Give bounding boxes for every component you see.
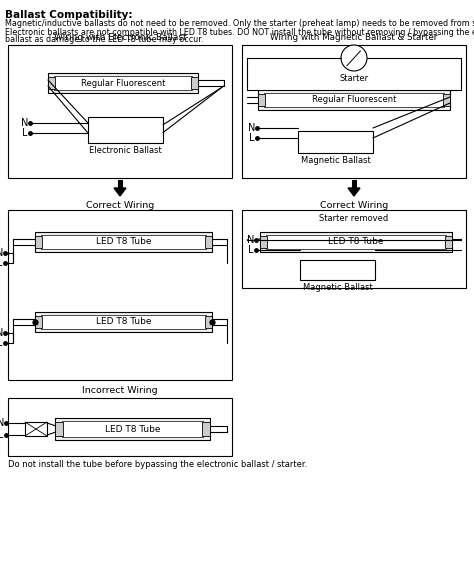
- Bar: [205, 236, 212, 248]
- Text: Starter removed: Starter removed: [319, 214, 389, 223]
- Bar: [35, 316, 42, 328]
- Bar: [88, 117, 163, 143]
- Polygon shape: [114, 188, 126, 196]
- Text: Electronic ballasts are not compatible with LED T8 tubes. DO NOT install the tub: Electronic ballasts are not compatible w…: [5, 28, 474, 37]
- Bar: [41, 315, 206, 329]
- Bar: [260, 232, 452, 252]
- Text: N: N: [247, 123, 255, 133]
- Bar: [191, 77, 198, 89]
- Bar: [266, 235, 446, 249]
- Bar: [298, 131, 373, 153]
- Bar: [48, 77, 55, 89]
- Circle shape: [341, 45, 367, 71]
- Bar: [258, 94, 265, 106]
- Bar: [48, 73, 198, 93]
- Text: L: L: [0, 258, 3, 268]
- Bar: [205, 316, 212, 328]
- Text: L: L: [22, 128, 28, 138]
- Text: Correct Wiring: Correct Wiring: [320, 201, 388, 210]
- Bar: [352, 180, 356, 188]
- Bar: [264, 93, 444, 107]
- Bar: [300, 260, 375, 280]
- Bar: [8, 210, 232, 380]
- Text: Wiring with Electronic Ballast: Wiring with Electronic Ballast: [54, 33, 186, 42]
- Text: N: N: [21, 118, 28, 128]
- Text: N: N: [0, 418, 4, 428]
- Bar: [118, 180, 122, 188]
- Bar: [202, 423, 210, 436]
- Bar: [258, 90, 450, 110]
- Text: Magnetic Ballast: Magnetic Ballast: [301, 156, 370, 165]
- Text: Wiring with Magnetic Ballast & Starter: Wiring with Magnetic Ballast & Starter: [270, 33, 438, 42]
- Text: Magnetic/inductive ballasts do not need to be removed. Only the starter (preheat: Magnetic/inductive ballasts do not need …: [5, 19, 474, 28]
- Bar: [62, 421, 203, 437]
- Text: Do not install the tube before bypassing the electronic ballast / starter.: Do not install the tube before bypassing…: [8, 460, 307, 469]
- Bar: [35, 232, 212, 252]
- Text: Regular Fluorescent: Regular Fluorescent: [81, 78, 165, 87]
- Bar: [242, 210, 466, 288]
- Bar: [242, 45, 466, 178]
- Text: LED T8 Tube: LED T8 Tube: [328, 237, 384, 247]
- Text: ballast as damage to the LED T8 tube may occur.: ballast as damage to the LED T8 tube may…: [5, 35, 203, 44]
- Polygon shape: [348, 188, 360, 196]
- Bar: [260, 236, 267, 248]
- Text: Starter: Starter: [339, 74, 369, 83]
- Bar: [55, 423, 63, 436]
- Text: Magnetic Ballast: Magnetic Ballast: [302, 283, 373, 292]
- Bar: [445, 236, 452, 248]
- Text: L: L: [0, 430, 4, 440]
- Text: Ballast Compatibility:: Ballast Compatibility:: [5, 10, 133, 20]
- Text: L: L: [0, 338, 3, 348]
- Bar: [8, 45, 232, 178]
- Bar: [8, 398, 232, 456]
- Bar: [35, 312, 212, 332]
- Bar: [35, 236, 42, 248]
- Bar: [25, 422, 47, 436]
- Text: N: N: [0, 248, 3, 258]
- Text: LED T8 Tube: LED T8 Tube: [96, 237, 151, 247]
- Text: LED T8 Tube: LED T8 Tube: [96, 318, 151, 327]
- Text: Incorrect Wiring: Incorrect Wiring: [82, 386, 158, 395]
- Text: L: L: [248, 245, 254, 255]
- Text: N: N: [0, 328, 3, 338]
- Bar: [54, 76, 192, 90]
- Text: L: L: [249, 133, 255, 143]
- Text: Regular Fluorescent: Regular Fluorescent: [312, 95, 396, 105]
- Bar: [443, 94, 450, 106]
- Bar: [41, 235, 206, 249]
- Text: LED T8 Tube: LED T8 Tube: [105, 424, 160, 433]
- Text: Electronic Ballast: Electronic Ballast: [89, 146, 162, 155]
- Text: N: N: [246, 235, 254, 245]
- Text: Correct Wiring: Correct Wiring: [86, 201, 154, 210]
- Bar: [55, 418, 210, 440]
